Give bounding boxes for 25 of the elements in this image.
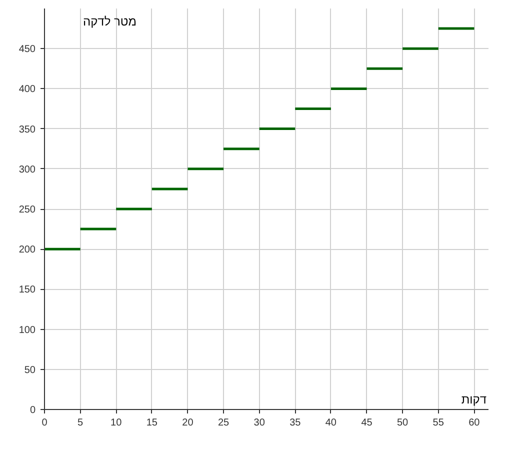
y-tick-label: 450 bbox=[18, 44, 36, 56]
x-axis-title: דקות bbox=[461, 392, 487, 406]
x-tick-label: 15 bbox=[146, 418, 158, 428]
y-tick-label: 50 bbox=[24, 364, 36, 376]
y-tick-label: 200 bbox=[18, 244, 36, 256]
x-tick-label: 25 bbox=[218, 418, 230, 428]
x-tick-label: 30 bbox=[254, 418, 266, 428]
y-tick-label: 150 bbox=[18, 284, 36, 296]
y-tick-label: 350 bbox=[18, 124, 36, 136]
y-tick-label: 250 bbox=[18, 204, 36, 216]
x-tick-label: 10 bbox=[110, 418, 122, 428]
x-tick-label: 50 bbox=[397, 418, 409, 428]
x-tick-label: 0 bbox=[42, 418, 48, 428]
x-tick-label: 35 bbox=[290, 418, 302, 428]
y-tick-label: 0 bbox=[30, 405, 36, 416]
x-tick-label: 45 bbox=[361, 418, 373, 428]
x-tick-label: 60 bbox=[468, 418, 480, 428]
x-tick-label: 5 bbox=[78, 418, 84, 428]
y-tick-label: 300 bbox=[18, 164, 36, 176]
x-tick-label: 55 bbox=[432, 418, 444, 428]
y-tick-label: 100 bbox=[18, 324, 36, 336]
y-axis-title: מטר לדקה bbox=[82, 14, 136, 28]
x-tick-label: 40 bbox=[325, 418, 337, 428]
y-tick-label: 400 bbox=[18, 84, 36, 96]
x-tick-label: 20 bbox=[182, 418, 194, 428]
